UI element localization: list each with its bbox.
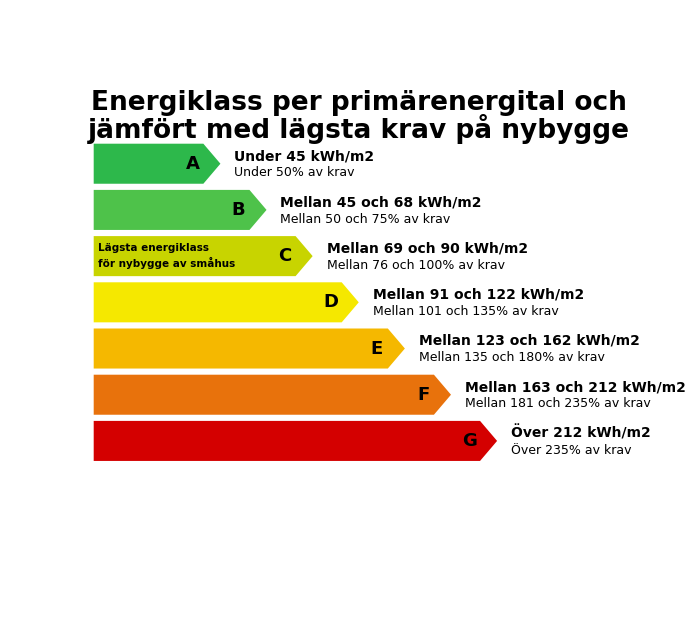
Polygon shape: [94, 421, 497, 461]
Text: Energiklass per primärenergital och: Energiklass per primärenergital och: [91, 90, 626, 116]
Polygon shape: [94, 329, 405, 368]
Text: Lägsta energiklass
för nybygge av småhus: Lägsta energiklass för nybygge av småhus: [97, 243, 235, 269]
Text: B: B: [232, 201, 246, 219]
Polygon shape: [94, 144, 220, 184]
Text: Under 50% av krav: Under 50% av krav: [234, 166, 355, 179]
Text: A: A: [186, 155, 199, 173]
Text: E: E: [371, 340, 383, 358]
Text: Mellan 45 och 68 kWh/m2: Mellan 45 och 68 kWh/m2: [281, 195, 482, 209]
Text: Mellan 101 och 135% av krav: Mellan 101 och 135% av krav: [372, 305, 559, 318]
Text: Mellan 163 och 212 kWh/m2: Mellan 163 och 212 kWh/m2: [465, 380, 686, 394]
Polygon shape: [94, 190, 267, 230]
Text: Över 235% av krav: Över 235% av krav: [511, 444, 631, 457]
Text: Mellan 135 och 180% av krav: Mellan 135 och 180% av krav: [419, 352, 605, 365]
Polygon shape: [94, 374, 451, 415]
Polygon shape: [94, 282, 358, 322]
Text: F: F: [417, 386, 429, 404]
Text: C: C: [278, 247, 291, 265]
Text: jämfört med lägsta krav på nybygge: jämfört med lägsta krav på nybygge: [88, 115, 630, 144]
Polygon shape: [94, 236, 313, 276]
Text: D: D: [323, 293, 338, 311]
Text: Mellan 123 och 162 kWh/m2: Mellan 123 och 162 kWh/m2: [419, 334, 640, 348]
Text: Över 212 kWh/m2: Över 212 kWh/m2: [511, 425, 651, 441]
Text: Mellan 76 och 100% av krav: Mellan 76 och 100% av krav: [327, 259, 505, 272]
Text: Mellan 69 och 90 kWh/m2: Mellan 69 och 90 kWh/m2: [327, 241, 528, 255]
Text: Under 45 kWh/m2: Under 45 kWh/m2: [234, 149, 374, 163]
Text: Mellan 181 och 235% av krav: Mellan 181 och 235% av krav: [465, 397, 651, 410]
Text: Mellan 91 och 122 kWh/m2: Mellan 91 och 122 kWh/m2: [372, 288, 584, 301]
Text: Mellan 50 och 75% av krav: Mellan 50 och 75% av krav: [281, 213, 451, 226]
Text: G: G: [462, 432, 477, 450]
